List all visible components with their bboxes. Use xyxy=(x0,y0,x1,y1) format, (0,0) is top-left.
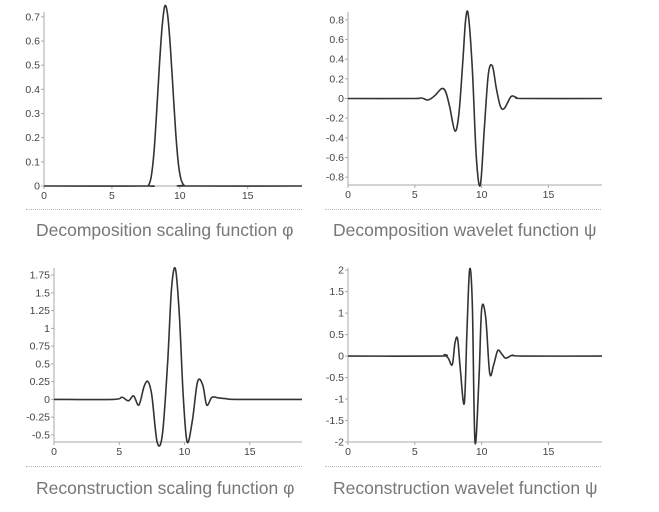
chart-caption: Decomposition scaling function φ xyxy=(36,220,294,240)
y-tick-label: 0 xyxy=(44,394,50,406)
y-tick-label: 0 xyxy=(338,351,344,363)
y-tick-label: 0.4 xyxy=(25,84,40,96)
x-tick-label: 15 xyxy=(242,190,254,202)
x-tick-label: 0 xyxy=(345,446,351,458)
y-tick-label: 1.5 xyxy=(329,286,344,298)
y-tick-label: 1 xyxy=(338,308,344,320)
y-tick-label: 2 xyxy=(338,265,344,277)
caption-separator xyxy=(325,209,601,210)
y-tick-label: -0.5 xyxy=(32,429,50,441)
x-tick-label: 0 xyxy=(51,446,57,458)
y-tick-label: -0.4 xyxy=(326,132,344,144)
caption-separator xyxy=(26,466,302,467)
caption-separator xyxy=(325,466,601,467)
series-line xyxy=(43,4,303,187)
y-tick-label: 0.2 xyxy=(25,132,40,144)
x-tick-label: 10 xyxy=(174,190,186,202)
y-tick-label: 0 xyxy=(338,93,344,105)
y-tick-label: 0.2 xyxy=(329,73,344,85)
x-tick-label: 5 xyxy=(109,190,115,202)
y-tick-label: 0.75 xyxy=(30,341,51,353)
y-tick-label: -0.25 xyxy=(26,412,50,424)
x-tick-label: 15 xyxy=(543,446,555,458)
chart-decomposition-scaling: 0 0.1 0.2 0.3 0.4 0.5 0.6 0.7 0 5 10 15 xyxy=(25,4,303,202)
y-tick-label: 0.5 xyxy=(35,358,50,370)
y-tick-label: 0.25 xyxy=(30,376,51,388)
y-tick-label: -1 xyxy=(335,394,344,406)
series-line xyxy=(347,267,603,445)
y-tick-label: -0.6 xyxy=(326,152,344,164)
y-tick-label: 1 xyxy=(44,323,50,335)
x-tick-label: 5 xyxy=(412,189,418,201)
chart-decomposition-wavelet: 0.80.60.40.20-0.2-0.4-0.6-0.80 5 10 15 xyxy=(326,10,603,201)
y-tick-label: 0.3 xyxy=(25,108,40,120)
y-tick-label: 0.5 xyxy=(329,329,344,341)
x-tick-label: 5 xyxy=(116,446,122,458)
y-tick-label: -2 xyxy=(335,437,344,449)
chart-panel-decomposition-scaling: 0 0.1 0.2 0.3 0.4 0.5 0.6 0.7 0 5 10 15 Decompositi… xyxy=(0,0,330,256)
x-tick-label: 10 xyxy=(476,446,488,458)
x-tick-label: 15 xyxy=(543,189,555,201)
series-line xyxy=(347,10,603,187)
x-tick-label: 0 xyxy=(41,190,47,202)
y-tick-label: 0.4 xyxy=(329,54,344,66)
y-tick-label: -0.5 xyxy=(326,372,344,384)
caption-separator xyxy=(26,209,302,210)
series-line xyxy=(53,266,303,447)
x-tick-label: 10 xyxy=(476,189,488,201)
y-tick-label: 1.5 xyxy=(35,287,50,299)
y-tick-label: 0.5 xyxy=(25,60,40,72)
y-tick-label: 0.6 xyxy=(25,36,40,48)
y-tick-label: 0.8 xyxy=(329,14,344,26)
x-tick-label: 5 xyxy=(412,446,418,458)
chart-caption: Reconstruction wavelet function ψ xyxy=(333,478,598,498)
y-tick-label: -0.8 xyxy=(326,172,344,184)
y-tick-label: 0.6 xyxy=(329,34,344,46)
y-tick-label: -0.2 xyxy=(326,113,344,125)
y-tick-label: -1.5 xyxy=(326,415,344,427)
chart-panel-decomposition-wavelet: 0.8 0.6 0.4 0.2 0 -0.2 -0.4 -0.6 -0.8 0 5 10 15 Deco… xyxy=(325,10,603,240)
chart-caption: Reconstruction scaling function φ xyxy=(36,478,295,498)
x-tick-label: 10 xyxy=(179,446,191,458)
y-tick-label: 0.1 xyxy=(25,156,40,168)
chart-panel-reconstruction-scaling: 1.75 1.5 1.25 1 0.75 0.5 0.25 0 -0.25 -0.5 0 5 10 15 … xyxy=(26,266,303,498)
x-tick-label: 15 xyxy=(244,446,256,458)
x-tick-label: 0 xyxy=(345,189,351,201)
y-tick-label: 0.7 xyxy=(25,11,40,23)
y-tick-label: 1.75 xyxy=(30,270,51,282)
y-tick-label: 1.25 xyxy=(30,305,51,317)
chart-caption: Decomposition wavelet function ψ xyxy=(333,220,597,240)
y-tick-label: 0 xyxy=(34,181,40,193)
